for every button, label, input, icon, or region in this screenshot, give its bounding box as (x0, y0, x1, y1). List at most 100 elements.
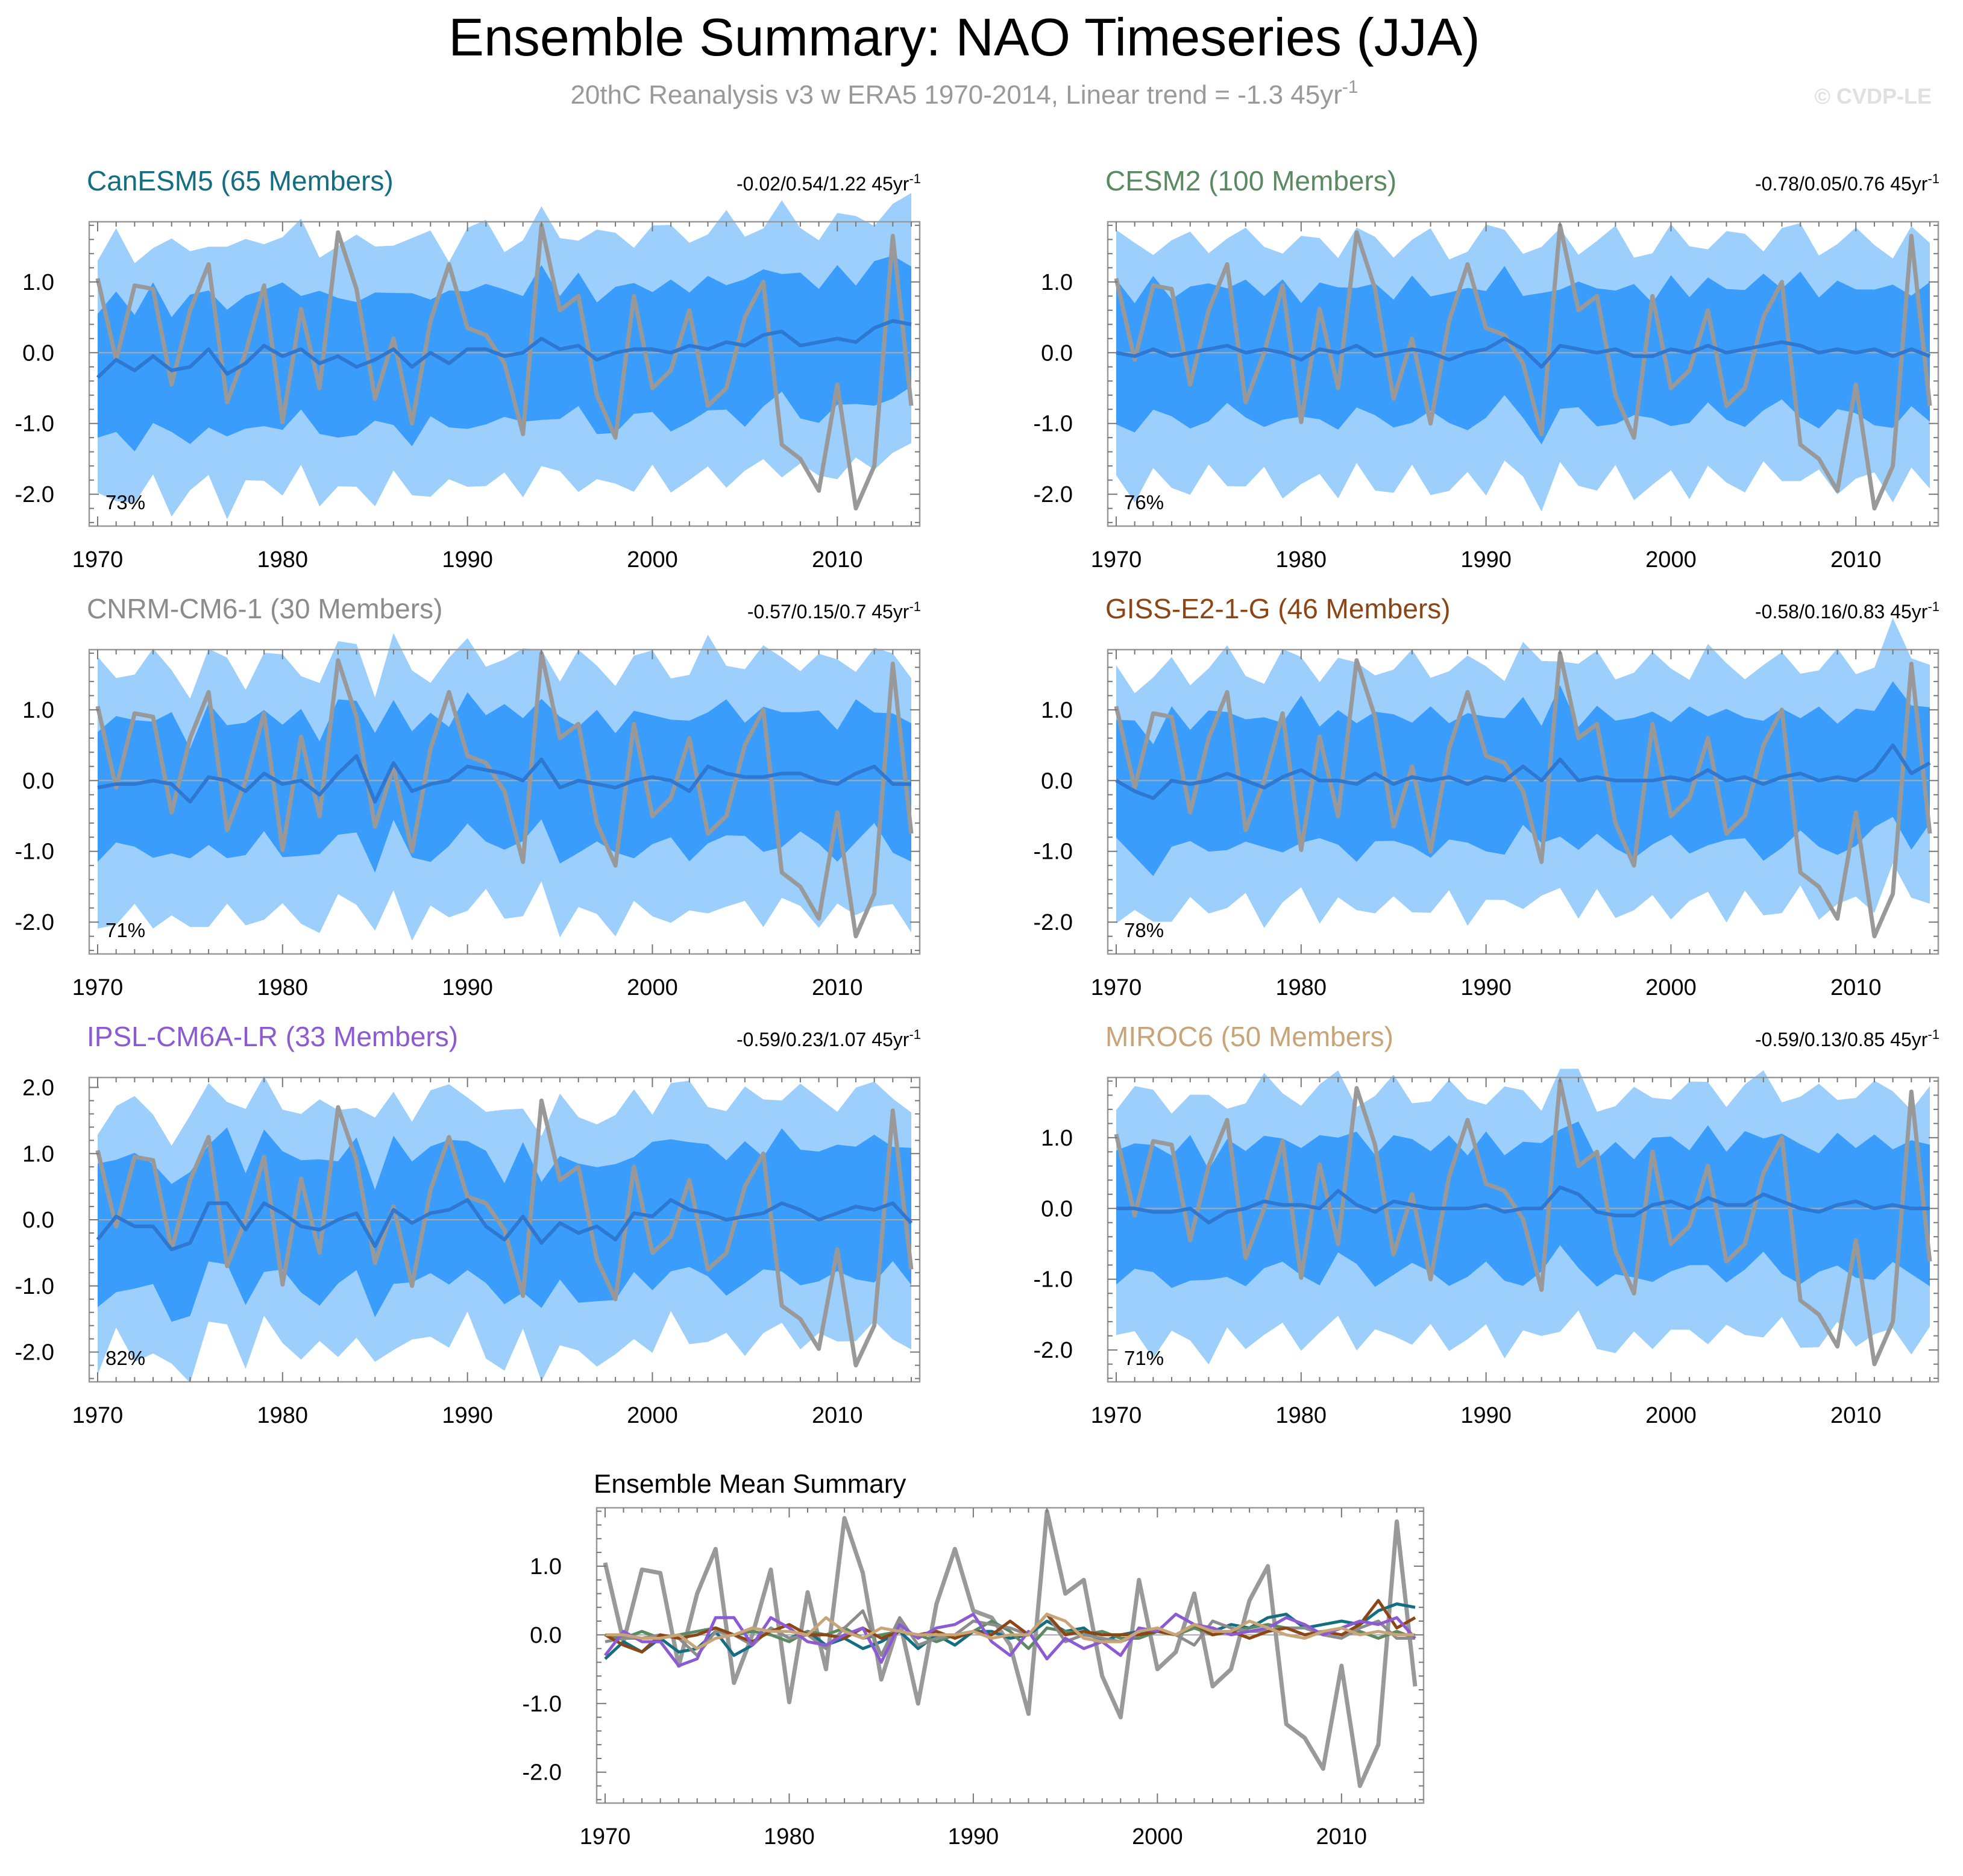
y-tick-label: 0.0 (22, 340, 54, 366)
x-tick-label: 1990 (948, 1824, 999, 1849)
y-tick-label: 1.0 (22, 270, 54, 295)
panel-title: GISS-E2-1-G (46 Members) (1105, 593, 1451, 624)
ensemble-mean-line (604, 1602, 1416, 1660)
x-tick-label: 1980 (257, 975, 309, 1000)
panel-percent: 76% (1124, 491, 1164, 513)
panel-percent: 71% (1124, 1347, 1164, 1369)
y-tick-label: -1.0 (523, 1692, 562, 1717)
ensemble-mean-line (604, 1599, 1416, 1654)
ensemble-mean-line (96, 1198, 913, 1252)
x-tick-label: 2010 (812, 547, 863, 573)
y-tick-label: 1.0 (22, 1141, 54, 1167)
panel-stats-sup: -1 (1927, 1027, 1939, 1042)
y-tick-label: -1.0 (15, 412, 54, 437)
x-tick-label: 2000 (627, 1403, 678, 1428)
y-tick-label: 1.0 (22, 698, 54, 723)
ensemble-mean-line (96, 319, 912, 379)
x-tick-label: 1970 (580, 1824, 631, 1849)
panel-stats: -0.02/0.54/1.22 45yr-1 (737, 171, 921, 195)
x-tick-label: 1990 (442, 975, 493, 1000)
observed-series-line (95, 651, 914, 939)
panel-6: 1970 1980 1990 2000 2010 1.0 0.0 -1.0 -2.0 MIROC6… (1034, 1021, 1939, 1428)
x-tick-label: 1980 (1276, 547, 1327, 573)
y-tick-label: 1.0 (1041, 1126, 1073, 1151)
x-tick-label: 1980 (257, 547, 309, 573)
x-tick-label: 1970 (1091, 547, 1142, 573)
panel-stats-sup: -1 (909, 1027, 921, 1042)
y-tick-label: 0.0 (1041, 340, 1073, 366)
y-tick-label: 1.0 (530, 1554, 562, 1580)
x-tick-label: 1970 (1091, 1403, 1142, 1428)
x-tick-label: 2000 (1645, 1403, 1697, 1428)
panel-stats: -0.59/0.23/1.07 45yr-1 (737, 1027, 921, 1050)
ensemble-mean-line (97, 754, 911, 804)
y-tick-label: -1.0 (15, 1274, 54, 1299)
x-tick-label: 1980 (764, 1824, 815, 1849)
x-tick-label: 2010 (1830, 975, 1882, 1000)
y-tick-label: -2.0 (1034, 910, 1073, 935)
x-tick-label: 1990 (442, 547, 493, 573)
panel-2: 1970 1980 1990 2000 2010 1.0 0.0 -1.0 -2.0 CESM2 … (1034, 165, 1939, 573)
panel-percent: 71% (105, 919, 145, 941)
x-tick-label: 1970 (1091, 975, 1142, 1000)
ensemble-mean-line (604, 1613, 1416, 1667)
y-tick-label: -2.0 (15, 910, 54, 935)
x-tick-label: 2010 (1316, 1824, 1368, 1849)
observed-series-line (603, 1509, 1418, 1788)
x-tick-label: 1990 (1460, 547, 1512, 573)
y-tick-label: -1.0 (1034, 412, 1073, 437)
x-tick-label: 2000 (1645, 547, 1697, 573)
observed-series-line (95, 1098, 914, 1368)
panel-3: 1970 1980 1990 2000 2010 1.0 0.0 -1.0 -2.0 CNRM-C… (15, 593, 921, 1000)
panel-stats-sup: -1 (1927, 171, 1939, 186)
y-tick-label: -2.0 (15, 482, 54, 507)
panel-stats: -0.58/0.16/0.83 45yr-1 (1755, 599, 1939, 623)
x-tick-label: 1980 (257, 1403, 309, 1428)
x-tick-label: 2010 (812, 975, 863, 1000)
panel-percent: 82% (105, 1347, 145, 1369)
ensemble-mean-line (1116, 336, 1931, 369)
panel-stats-sup: -1 (909, 171, 921, 186)
panel-title: CNRM-CM6-1 (30 Members) (87, 593, 442, 624)
y-tick-label: -2.0 (523, 1760, 562, 1786)
x-tick-label: 2000 (627, 975, 678, 1000)
figure-subtitle: 20thC Reanalysis v3 w ERA5 1970-2014, Li… (570, 77, 1358, 110)
y-tick-label: 0.0 (530, 1623, 562, 1648)
panel-5: 1970 1980 1990 2000 2010 2.0 1.0 0.0 -1.0 -2.0 IPS… (15, 1021, 921, 1428)
x-tick-label: 2000 (1645, 975, 1697, 1000)
panel-stats: -0.59/0.13/0.85 45yr-1 (1755, 1027, 1939, 1050)
x-tick-label: 2000 (1132, 1824, 1183, 1849)
y-tick-label: 0.0 (1041, 768, 1073, 794)
observed-series-line (1114, 1079, 1932, 1367)
x-tick-label: 1990 (442, 1403, 493, 1428)
x-tick-label: 2000 (627, 547, 678, 573)
y-tick-label: -2.0 (15, 1340, 54, 1366)
y-tick-label: 0.0 (22, 768, 54, 794)
panels: 1970 1980 1990 2000 2010 1.0 0.0 -1.0 -2.0 CanESM… (15, 165, 1939, 1849)
panel-7: 1970 1980 1990 2000 2010 1.0 0.0 -1.0 -2.0 Ensemb… (523, 1469, 1425, 1849)
panel-title: IPSL-CM6A-LR (33 Members) (87, 1021, 458, 1052)
panel-stats: -0.57/0.15/0.7 45yr-1 (747, 599, 921, 623)
y-tick-label: -2.0 (1034, 482, 1073, 507)
y-tick-label: -1.0 (15, 839, 54, 865)
watermark: © CVDP-LE (1814, 84, 1932, 108)
x-tick-label: 1970 (72, 1403, 124, 1428)
panel-4: 1970 1980 1990 2000 2010 1.0 0.0 -1.0 -2.0 GISS-E… (1034, 593, 1939, 1000)
ensemble-mean-line (605, 1613, 1415, 1651)
panel-1: 1970 1980 1990 2000 2010 1.0 0.0 -1.0 -2.0 CanESM… (15, 165, 921, 573)
panel-percent: 78% (1124, 919, 1164, 941)
panel-stats-sup: -1 (909, 599, 921, 614)
x-tick-label: 1980 (1276, 1403, 1327, 1428)
y-tick-label: -2.0 (1034, 1338, 1073, 1363)
ensemble-mean-line (1115, 743, 1931, 800)
x-tick-label: 2010 (1830, 547, 1882, 573)
panel-title: MIROC6 (50 Members) (1105, 1021, 1393, 1052)
y-tick-label: 2.0 (22, 1075, 54, 1100)
y-tick-label: -1.0 (1034, 1267, 1073, 1293)
panel-stats-sup: -1 (1927, 599, 1939, 614)
ensemble-mean-line (1116, 1185, 1930, 1225)
panel-percent: 73% (105, 491, 145, 513)
observed-series-line (95, 223, 914, 511)
x-tick-label: 1970 (72, 547, 124, 573)
panel-title: Ensemble Mean Summary (594, 1469, 906, 1499)
